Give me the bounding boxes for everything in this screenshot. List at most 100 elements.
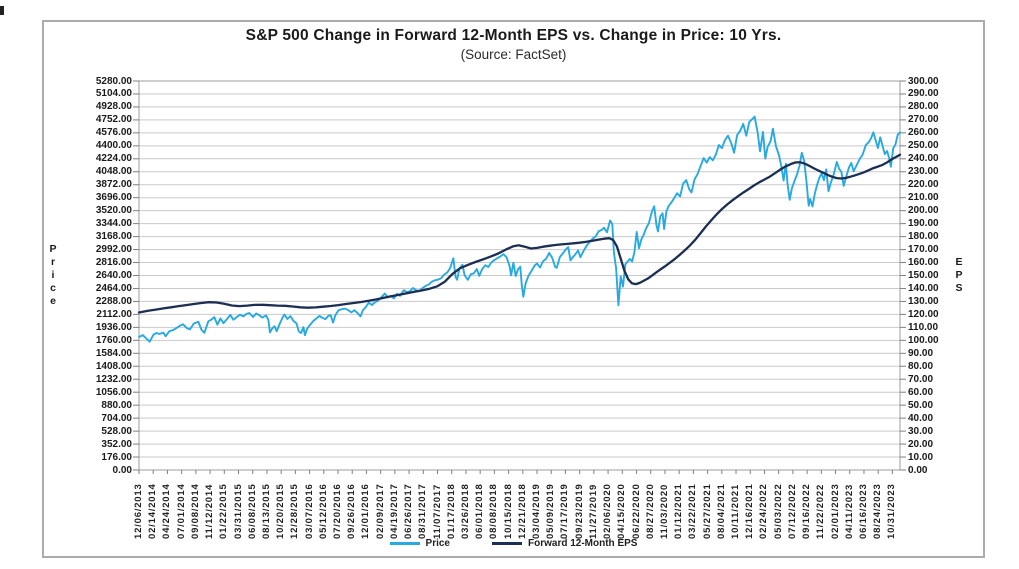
chart-subtitle: (Source: FactSet) — [460, 47, 567, 62]
legend-item-eps: Forward 12-Month EPS — [492, 538, 637, 549]
y-tick-label-left: 1584.00 — [95, 347, 132, 359]
y-tick-label-left: 4048.00 — [95, 166, 132, 178]
price-line — [138, 115, 901, 343]
y-tick-label-left: 4928.00 — [95, 101, 132, 113]
x-tick-label: 06/26/2017 — [403, 483, 415, 539]
y-tick-label-right: 210.00 — [908, 192, 939, 204]
y-tick-label-right: 190.00 — [908, 218, 939, 230]
x-tick-label: 07/12/2022 — [786, 483, 798, 539]
x-tick-label: 09/26/2016 — [346, 483, 358, 539]
x-tick-label: 02/06/2020 — [602, 483, 614, 539]
y-tick-label-right: 40.00 — [908, 412, 934, 424]
x-tick-label: 04/15/2020 — [616, 483, 628, 539]
x-tick-label: 10/15/2018 — [502, 483, 514, 539]
x-tick-label: 01/12/2021 — [673, 483, 685, 539]
y-tick-label-right: 130.00 — [908, 295, 939, 307]
y-tick-label-right: 20.00 — [908, 438, 934, 450]
x-tick-label: 07/01/2014 — [175, 483, 187, 539]
left-axis-title-letter: r — [50, 256, 56, 269]
y-tick-label-right: 240.00 — [908, 153, 939, 165]
y-tick-label-right: 200.00 — [908, 205, 939, 217]
right-axis-title-letter: S — [955, 281, 963, 294]
x-tick-label: 09/16/2022 — [801, 483, 813, 539]
x-tick-label: 06/08/2015 — [246, 483, 258, 539]
x-tick-label: 02/01/2023 — [829, 483, 841, 539]
y-tick-label-right: 120.00 — [908, 308, 939, 320]
x-tick-label: 07/17/2019 — [559, 483, 571, 539]
y-tick-label-right: 140.00 — [908, 282, 939, 294]
x-tick-label: 03/04/2019 — [531, 483, 543, 539]
y-tick-label-right: 290.00 — [908, 88, 939, 100]
y-tick-label-right: 220.00 — [908, 179, 939, 191]
x-tick-label: 05/09/2019 — [545, 483, 557, 539]
y-tick-label-right: 160.00 — [908, 257, 939, 269]
eps-line — [137, 153, 902, 314]
x-tick-label: 05/27/2021 — [701, 483, 713, 539]
y-tick-label-left: 2640.00 — [95, 270, 132, 281]
y-tick-label-left: 1408.00 — [95, 360, 132, 372]
y-tick-label-left: 5104.00 — [95, 88, 132, 100]
y-tick-label-left: 880.00 — [101, 399, 132, 411]
x-tick-label: 08/24/2023 — [872, 483, 884, 539]
y-tick-label-left: 704.00 — [101, 412, 132, 424]
y-tick-label-right: 110.00 — [908, 321, 939, 333]
y-tick-label-right: 70.00 — [908, 373, 934, 385]
x-tick-label: 10/20/2015 — [275, 483, 287, 539]
y-tick-label-left: 1232.00 — [95, 373, 132, 385]
x-tick-label: 03/07/2016 — [303, 483, 315, 539]
y-tick-label-left: 3344.00 — [95, 218, 132, 230]
y-tick-label-left: 5280.00 — [95, 75, 132, 87]
x-tick-label: 09/23/2019 — [573, 483, 585, 539]
x-tick-label: 06/16/2023 — [857, 483, 869, 539]
y-tick-label-left: 1936.00 — [95, 321, 132, 333]
eps-line-swatch — [492, 542, 522, 545]
x-tick-label: 11/12/2014 — [204, 483, 216, 539]
left-axis-title-letter: i — [51, 269, 55, 281]
screen-artifact — [0, 6, 4, 15]
chart-title: S&P 500 Change in Forward 12-Month EPS v… — [245, 27, 782, 44]
x-tick-label: 09/08/2014 — [189, 483, 201, 539]
legend-label-price: Price — [425, 538, 450, 549]
y-tick-label-left: 0.00 — [112, 464, 132, 476]
x-tick-label: 04/19/2017 — [388, 483, 400, 539]
x-tick-label: 11/27/2019 — [587, 483, 599, 539]
y-tick-label-left: 3696.00 — [95, 192, 132, 204]
y-tick-label-right: 30.00 — [908, 425, 934, 437]
y-tick-label-right: 270.00 — [908, 114, 939, 126]
x-tick-label: 12/21/2018 — [516, 483, 528, 539]
y-tick-label-left: 1760.00 — [95, 334, 132, 346]
y-tick-label-right: 0.00 — [908, 464, 928, 476]
x-tick-label: 05/12/2016 — [317, 483, 329, 539]
y-tick-label-right: 180.00 — [908, 231, 939, 243]
y-tick-label-left: 2112.00 — [96, 308, 132, 320]
x-tick-label: 08/08/2018 — [488, 483, 500, 539]
x-tick-label: 02/14/2014 — [147, 483, 159, 539]
y-tick-label-left: 4224.00 — [95, 153, 132, 165]
x-tick-label: 08/27/2020 — [644, 483, 656, 539]
right-axis-title-letter: P — [955, 269, 963, 281]
x-tick-label: 02/24/2022 — [758, 483, 770, 539]
y-tick-label-left: 528.00 — [101, 425, 132, 437]
y-tick-label-right: 100.00 — [908, 334, 939, 346]
x-tick-label: 08/13/2015 — [260, 483, 272, 539]
y-tick-label-left: 4576.00 — [95, 127, 132, 139]
x-tick-label: 06/01/2018 — [474, 483, 486, 539]
y-tick-label-left: 2288.00 — [95, 295, 132, 307]
y-tick-label-left: 2464.00 — [95, 282, 132, 294]
x-tick-label: 10/31/2023 — [886, 483, 898, 539]
y-tick-label-left: 2992.00 — [95, 244, 132, 256]
x-tick-label: 01/22/2015 — [218, 483, 230, 539]
x-tick-label: 11/03/2020 — [658, 483, 670, 539]
y-tick-label-right: 80.00 — [908, 360, 934, 372]
chart-border — [42, 20, 985, 558]
price-line-swatch — [389, 542, 420, 545]
y-tick-label-left: 3872.00 — [95, 179, 132, 191]
y-tick-label-right: 90.00 — [908, 347, 934, 359]
x-tick-label: 11/07/2017 — [431, 483, 443, 539]
y-tick-label-left: 3520.00 — [95, 205, 132, 217]
x-tick-label: 05/03/2022 — [772, 483, 784, 539]
y-tick-label-right: 250.00 — [908, 140, 939, 152]
x-tick-label: 11/22/2022 — [815, 483, 827, 539]
